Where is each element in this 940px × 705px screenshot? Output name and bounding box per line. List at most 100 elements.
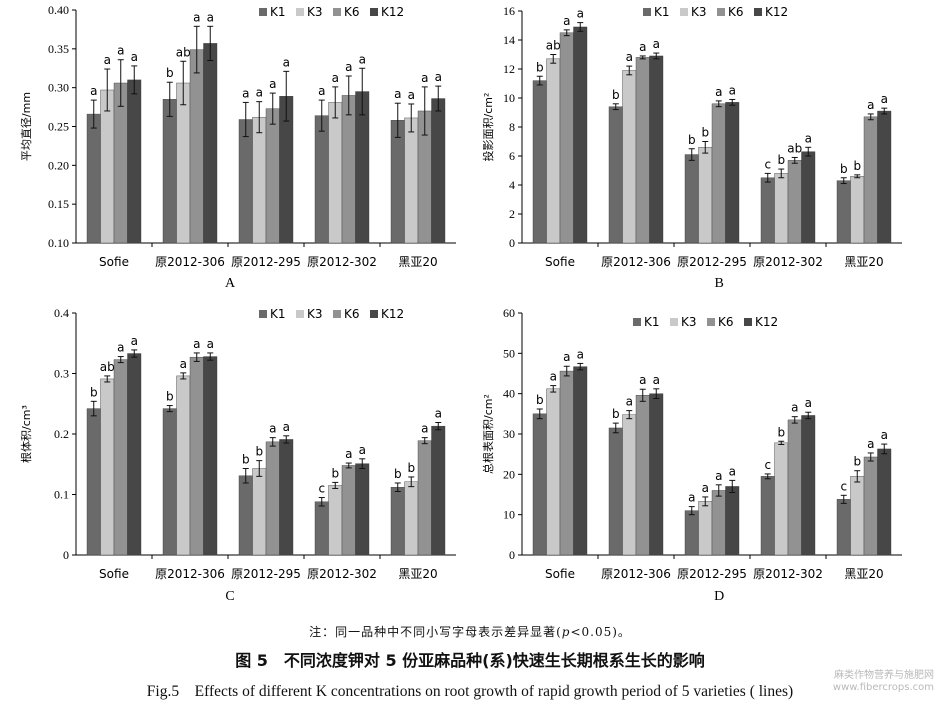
bar-k12 [801,151,816,244]
legend-swatch-k3 [296,310,304,318]
significance-letter: a [359,443,366,457]
legend-label: K12 [755,315,778,329]
legend-swatch-k12 [744,318,752,326]
y-tick-label: 0.15 [48,197,69,211]
legend-label: K1 [270,5,286,19]
bar-k3 [100,89,115,244]
x-category-label: 黑亚20 [398,567,437,581]
y-tick-label: 0.10 [48,236,69,250]
bar-k12 [431,98,446,244]
bar-k12 [127,79,142,244]
significance-letter: ab [176,45,191,59]
bar-k1 [162,99,177,244]
y-tick-label: 0.4 [54,306,69,320]
bar-k6 [189,356,204,556]
bar-k3 [252,116,267,244]
bar-k12 [649,55,664,244]
bar-k1 [86,408,101,556]
significance-letter: a [729,464,736,478]
significance-letter: a [283,420,290,434]
significance-letter: a [805,396,812,410]
bar-k12 [573,26,588,244]
bar-k1 [760,476,775,556]
y-tick-label: 16 [503,4,515,18]
watermark-line: 麻类作物营养与施肥网 [834,670,934,681]
x-category-label: 原2012-306 [155,255,225,269]
significance-letter: a [805,131,812,145]
significance-letter: a [550,370,557,384]
bar-k3 [546,388,561,556]
bar-k3 [774,442,789,556]
significance-letter: a [193,10,200,24]
legend-swatch-k6 [717,8,725,16]
significance-letter: a [421,71,428,85]
significance-letter: a [345,447,352,461]
bar-k3 [850,476,865,556]
x-category-label: 原2012-302 [307,255,377,269]
bar-k6 [265,441,280,556]
bar-k1 [532,413,547,556]
watermark: 麻类作物营养与施肥网 www.fibercrops.com [814,670,934,694]
legend-swatch-k12 [754,8,762,16]
significance-letter: a [715,85,722,99]
significance-letter: a [207,10,214,24]
legend-label: K1 [654,5,670,19]
bar-k6 [787,419,802,556]
bar-k12 [649,393,664,556]
significance-letter: c [764,157,771,171]
watermark-line: www.fibercrops.com [832,682,934,693]
significance-letter: a [881,428,888,442]
bar-k1 [836,180,851,244]
significance-letter: c [318,482,325,496]
bar-k12 [573,366,588,556]
bar-k6 [711,103,726,244]
legend-label: K6 [344,307,360,321]
significance-letter: b [255,445,263,459]
significance-letter: a [435,70,442,84]
significance-letter: b [612,407,620,421]
bar-k6 [635,57,650,244]
bar-k1 [836,499,851,556]
y-tick-label: 10 [503,508,515,522]
significance-letter: a [867,98,874,112]
bar-k3 [850,176,865,244]
significance-letter: b [777,153,785,167]
bar-k6 [711,490,726,556]
x-category-label: 原2012-306 [601,255,671,269]
figure-panels: 0.100.150.200.250.300.350.40平均直径/mmSofie… [19,3,902,604]
bar-k12 [801,415,816,556]
significance-letter: a [639,40,646,54]
bar-k3 [100,378,115,556]
legend-label: K12 [381,5,404,19]
significance-letter: a [359,52,366,66]
significance-letter: a [653,373,660,387]
x-category-label: 原2012-302 [753,255,823,269]
significance-letter: c [840,479,847,493]
y-tick-label: 6 [509,149,515,163]
significance-letter: b [536,393,544,407]
legend-label: K3 [681,315,697,329]
bar-k3 [622,70,637,244]
significance-letter: b [840,162,848,176]
significance-letter: a [563,14,570,28]
bar-k3 [698,501,713,556]
bar-k6 [787,160,802,244]
significance-letter: a [715,469,722,483]
y-axis-title: 投影面积/cm² [481,93,495,162]
y-axis-title: 平均直径/mm [19,92,33,161]
significance-letter: b [688,133,696,147]
bar-k6 [863,456,878,556]
bar-k6 [189,49,204,244]
significance-letter: a [626,395,633,409]
legend-label: K12 [765,5,788,19]
bar-k1 [314,115,329,244]
y-tick-label: 0.2 [54,427,69,441]
x-category-label: Sofie [99,255,129,269]
significance-note: 注：同一品种中不同小写字母表示差异显著(p<0.05)。 [309,625,631,639]
bar-k12 [725,102,740,244]
bar-k6 [559,370,574,556]
panel-letter: B [715,276,724,291]
bar-k12 [431,425,446,556]
bar-k3 [328,485,343,556]
significance-letter: b [407,461,415,475]
